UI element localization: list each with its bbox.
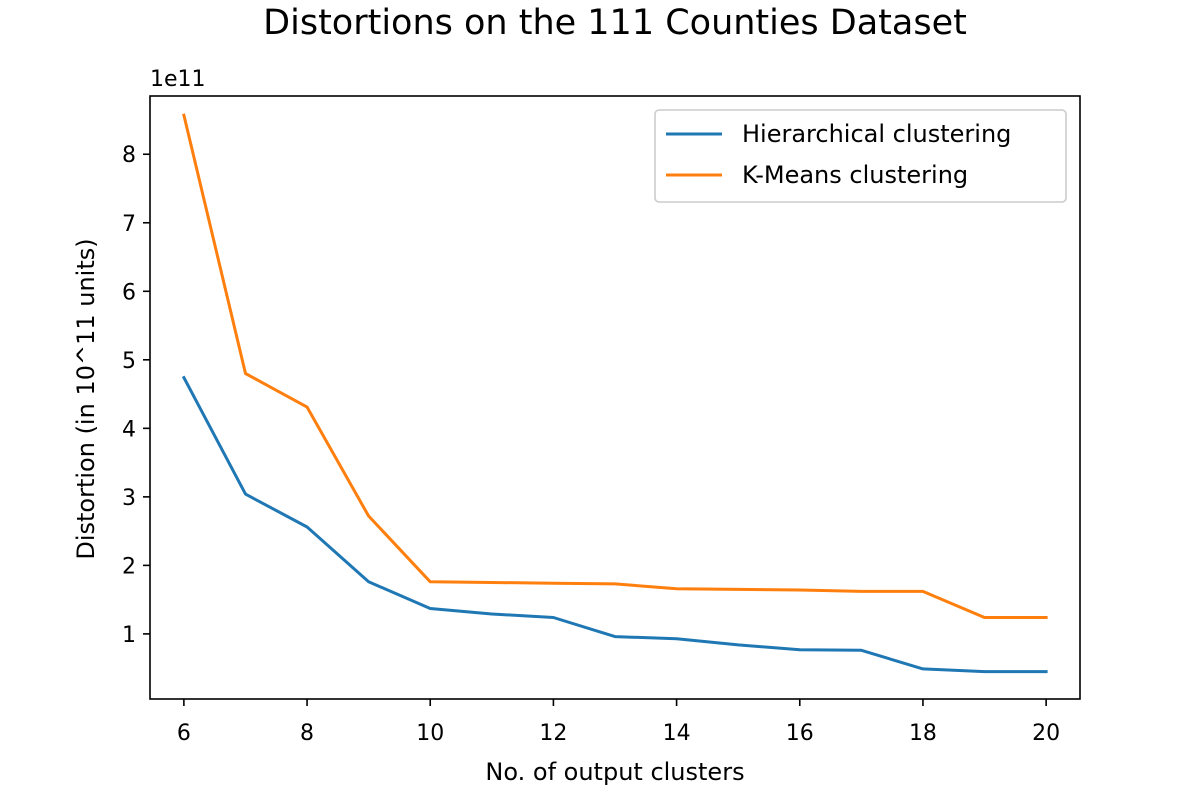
y-tick-label: 2 [122,554,136,579]
legend-label-kmeans: K-Means clustering [742,161,968,189]
y-tick-label: 6 [122,280,136,305]
legend-frame [654,109,1067,203]
y-tick-label: 4 [122,417,136,442]
x-axis-label: No. of output clusters [485,758,744,786]
plot-frame [149,95,1081,700]
series-line-0 [181,375,1048,674]
legend-label-hierarchical: Hierarchical clustering [742,120,1011,148]
x-tick-label: 20 [1032,721,1060,746]
x-tick-label: 10 [416,721,444,746]
chart-title: Distortions on the 111 Counties Dataset [263,3,967,43]
series-layer [181,113,1048,674]
legend: Hierarchical clustering K-Means clusteri… [654,109,1067,203]
x-tick-label: 16 [786,721,814,746]
y-tick-label: 1 [122,623,136,648]
y-tick-label: 8 [122,143,136,168]
y-axis-scale-label: 1e11 [150,67,206,92]
x-tick-label: 14 [663,721,691,746]
x-tick-label: 12 [539,721,567,746]
x-tick-label: 8 [300,721,314,746]
y-tick-label: 3 [122,486,136,511]
x-tick-label: 18 [909,721,937,746]
y-tick-label: 7 [122,212,136,237]
series-line-1 [182,113,1048,619]
y-tick-label: 5 [122,349,136,374]
y-axis-label: Distortion (in 10^11 units) [72,238,100,559]
x-tick-label: 6 [177,721,191,746]
